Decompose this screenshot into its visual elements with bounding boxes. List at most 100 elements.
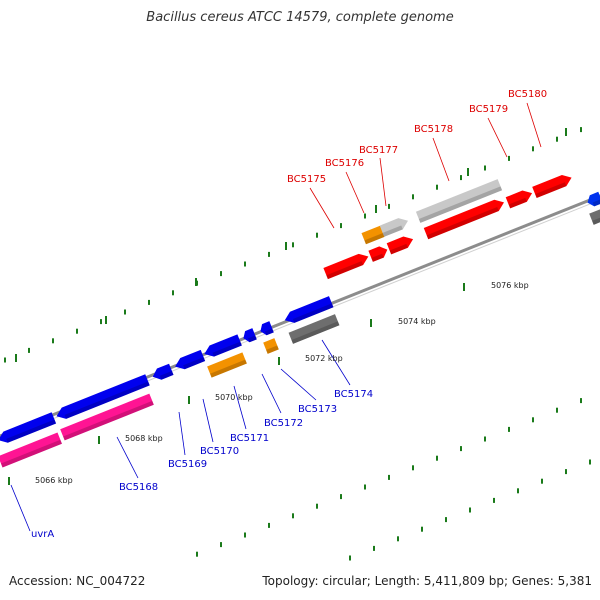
rna-feature-orange-top-body <box>361 225 385 245</box>
cds-bc5171 <box>204 334 242 357</box>
gene-label-bc5176: BC5176 <box>325 158 364 169</box>
leader-reverse <box>321 339 351 386</box>
major-tick <box>463 283 465 291</box>
rna-feature-orange-top-shade <box>364 232 385 245</box>
feature-tracks <box>0 174 600 468</box>
major-tick <box>467 168 469 176</box>
gene-label-bc5169: BC5169 <box>168 459 207 470</box>
pink-feature-b <box>60 393 154 441</box>
cds-bc5180-body <box>532 174 572 199</box>
track-tick <box>388 474 390 480</box>
edge-grey-block-body <box>589 209 600 225</box>
cds-bc5171-body <box>204 334 242 357</box>
track-tick <box>580 127 582 133</box>
cds-bc5170-shade <box>183 357 206 370</box>
leader-forward <box>526 102 542 148</box>
leader-reverse <box>10 484 31 532</box>
cds-bc5180-shade <box>535 182 567 199</box>
pink-feature-a-shade <box>0 439 62 468</box>
track-tick <box>316 232 318 238</box>
track-tick <box>460 175 462 181</box>
cds-bc5177-body <box>386 236 414 255</box>
cds-bc5179 <box>505 190 533 209</box>
cds-bc5172 <box>243 328 257 343</box>
leader-forward <box>345 171 365 214</box>
track-tick <box>268 251 270 257</box>
track-tick <box>412 194 414 200</box>
tick-label-5076: 5076 kbp <box>491 281 529 290</box>
map-title: Bacillus cereus ATCC 14579, complete gen… <box>146 10 454 25</box>
track-tick <box>172 290 174 296</box>
track-tick <box>421 526 423 532</box>
track-tick <box>28 347 30 353</box>
track-tick <box>196 551 198 557</box>
track-tick <box>316 503 318 509</box>
leader-reverse <box>233 385 247 430</box>
edge-grey-block-shade <box>592 216 600 225</box>
orange-feature-a-body <box>207 352 247 378</box>
leader-reverse <box>261 373 282 414</box>
track-tick <box>517 488 519 494</box>
cds-bc5178-shade <box>426 207 499 240</box>
cds-bc5175 <box>323 253 369 280</box>
cds-bc5174-shade <box>292 303 334 323</box>
orange-feature-b-body <box>263 338 279 354</box>
track-tick <box>532 417 534 423</box>
edge-grey-block <box>589 209 600 225</box>
tick-label-5070: 5070 kbp <box>215 393 253 402</box>
track-tick <box>220 271 222 277</box>
leader-forward <box>487 117 508 158</box>
gene-label-bc5179: BC5179 <box>469 104 508 115</box>
track-tick <box>76 328 78 334</box>
topology-text: Topology: circular; Length: 5,411,809 bp… <box>262 574 592 588</box>
track-tick <box>508 426 510 432</box>
track-tick <box>460 446 462 452</box>
cds-bc5175-shade <box>326 261 364 280</box>
orange-feature-a <box>207 352 247 378</box>
cds-bc5171-shade <box>212 341 242 357</box>
track-tick <box>589 459 591 465</box>
major-tick <box>278 357 280 365</box>
cds-bc5169-body <box>152 363 174 380</box>
grey-feature-top-a-shade <box>382 225 403 237</box>
major-tick <box>195 278 197 286</box>
tick-label-5066: 5066 kbp <box>35 476 73 485</box>
tick-label-5072: 5072 kbp <box>305 354 343 363</box>
track-tick <box>364 484 366 490</box>
cds-bc5173-body <box>260 321 274 336</box>
major-tick <box>8 477 10 485</box>
track-tick <box>340 494 342 500</box>
track-tick <box>508 155 510 161</box>
pink-feature-a <box>0 432 62 468</box>
cds-bc5174-body <box>284 296 334 323</box>
cds-bc5168-shade <box>64 381 150 419</box>
major-tick <box>98 436 100 444</box>
major-tick <box>370 319 372 327</box>
tick-label-5074: 5074 kbp <box>398 317 436 326</box>
track-tick <box>556 407 558 413</box>
label-leader-lines <box>10 102 542 532</box>
gene-label-bc5171: BC5171 <box>230 433 269 444</box>
leader-forward <box>432 137 450 182</box>
cds-bc5177-shade <box>389 243 408 255</box>
track-tick <box>340 223 342 229</box>
gene-label-uvra: uvrA <box>31 529 54 540</box>
track-tick <box>124 309 126 315</box>
track-tick <box>292 242 294 248</box>
rna-feature-orange-top <box>361 225 385 245</box>
cds-bc5168 <box>56 374 150 419</box>
cds-bc5170 <box>175 349 206 370</box>
edge-blue-arrow <box>587 191 600 207</box>
cds-bc5176 <box>368 246 388 262</box>
track-tick <box>565 469 567 475</box>
dot-tracks <box>4 127 591 561</box>
leader-forward <box>309 187 335 229</box>
accession-text: Accession: NC_004722 <box>9 574 146 588</box>
track-tick <box>52 338 54 344</box>
track-tick <box>244 261 246 267</box>
track-tick <box>484 436 486 442</box>
edge-blue-arrow-shade <box>592 199 600 207</box>
track-tick <box>364 213 366 219</box>
cds-bc5173-shade <box>264 328 274 336</box>
